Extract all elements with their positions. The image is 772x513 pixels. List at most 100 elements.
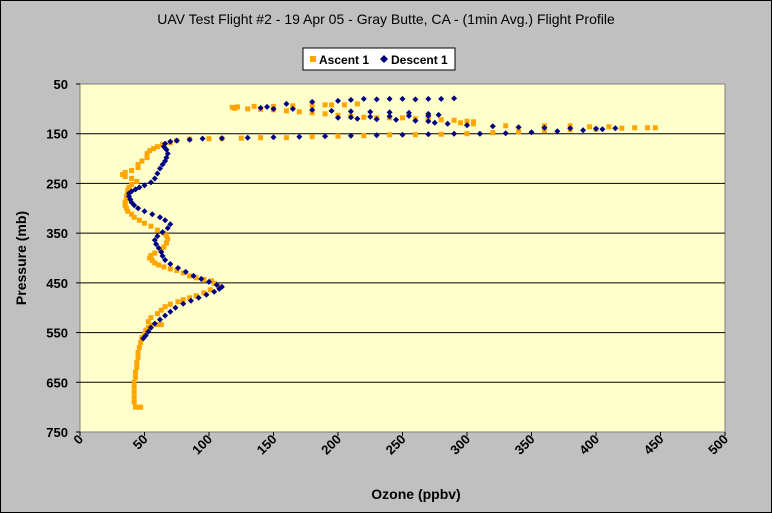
legend: Ascent 1 Descent 1	[302, 47, 456, 71]
descent-point	[354, 115, 361, 122]
ascent-point	[187, 273, 193, 279]
y-tick-label: 50	[54, 77, 68, 92]
ascent-point	[296, 109, 302, 115]
descent-point	[451, 95, 458, 102]
descent-point	[257, 104, 264, 111]
descent-point	[151, 320, 158, 327]
descent-point	[425, 95, 432, 102]
ascent-point	[156, 262, 162, 268]
ascent-point	[361, 114, 367, 120]
x-tick-label: 100	[189, 432, 215, 458]
ascent-point	[464, 118, 470, 124]
ascent-point	[470, 119, 476, 125]
ascent-point	[138, 404, 144, 410]
ascent-point	[144, 155, 150, 161]
ascent-point	[131, 389, 137, 395]
descent-point	[489, 123, 496, 130]
descent-point	[367, 108, 374, 115]
ascent-point	[232, 105, 238, 111]
ascent-point	[175, 299, 181, 305]
descent-point	[216, 285, 223, 292]
descent-point	[425, 118, 432, 125]
descent-point	[431, 119, 438, 126]
ascent-point	[154, 227, 160, 233]
y-tick-label: 250	[46, 176, 68, 191]
descent-point	[399, 95, 406, 102]
y-tick-label: 550	[46, 326, 68, 341]
descent-point	[580, 127, 587, 134]
ascent-point	[145, 319, 151, 325]
ascent-point	[123, 196, 129, 202]
descent-point	[393, 116, 400, 123]
descent-point	[180, 300, 187, 307]
y-tick-label: 750	[46, 425, 68, 440]
ascent-point	[131, 379, 137, 385]
plot-area	[79, 83, 726, 433]
descent-point	[173, 137, 180, 144]
ascent-point	[158, 322, 164, 328]
x-axis-title: Ozone (ppbv)	[371, 486, 460, 502]
descent-point	[167, 221, 174, 228]
ascent-point	[138, 340, 144, 346]
ascent-point	[160, 142, 166, 148]
ascent-point	[341, 102, 347, 108]
x-tick-label: 0	[70, 432, 86, 448]
descent-point	[425, 131, 432, 138]
ascent-point	[129, 168, 135, 174]
legend-box	[302, 47, 456, 71]
ascent-point	[147, 148, 153, 154]
ascent-point	[151, 146, 157, 152]
ascent-point	[329, 102, 335, 108]
descent-point	[412, 96, 419, 103]
ascent-point	[144, 151, 150, 157]
descent-point	[386, 95, 393, 102]
descent-point	[131, 202, 138, 209]
ascent-point	[131, 214, 137, 220]
ascent-point	[201, 276, 207, 282]
legend-descent-marker	[380, 55, 388, 63]
ascent-point	[490, 130, 496, 136]
ascent-point	[451, 117, 457, 123]
descent-point	[167, 138, 174, 145]
x-tick-label: 150	[254, 432, 280, 458]
descent-point	[147, 179, 154, 186]
ascent-point	[412, 132, 418, 138]
descent-point	[198, 275, 205, 282]
ascent-point	[251, 103, 257, 109]
descent-point	[159, 229, 166, 236]
descent-point	[244, 134, 251, 141]
ascent-point	[131, 399, 137, 405]
descent-point	[164, 225, 171, 232]
descent-point	[464, 122, 470, 129]
ascent-point	[619, 125, 625, 131]
ascent-point	[209, 278, 215, 284]
descent-point	[567, 125, 574, 132]
descent-point	[187, 297, 194, 304]
descent-point	[218, 135, 225, 142]
descent-point	[425, 112, 432, 119]
ascent-point	[161, 244, 167, 250]
descent-point	[156, 165, 163, 172]
ascent-point	[143, 327, 149, 333]
ascent-point	[438, 131, 444, 137]
ascent-point	[135, 165, 141, 171]
ascent-point	[652, 125, 658, 131]
ascent-point	[632, 125, 638, 131]
descent-point	[515, 124, 522, 131]
ascent-point	[154, 311, 160, 317]
ascent-point	[245, 106, 251, 112]
descent-point	[211, 288, 218, 295]
ascent-point	[322, 102, 328, 108]
descent-point	[335, 97, 341, 104]
descent-point	[367, 113, 374, 120]
ascent-point	[258, 135, 264, 141]
descent-point	[386, 109, 393, 116]
y-tick-label: 350	[46, 226, 68, 241]
ascent-point	[438, 117, 444, 123]
descent-point	[162, 158, 169, 165]
ascent-point	[135, 349, 141, 355]
descent-point	[289, 105, 296, 112]
descent-point	[167, 260, 174, 267]
x-tick-label: 50	[130, 432, 151, 453]
